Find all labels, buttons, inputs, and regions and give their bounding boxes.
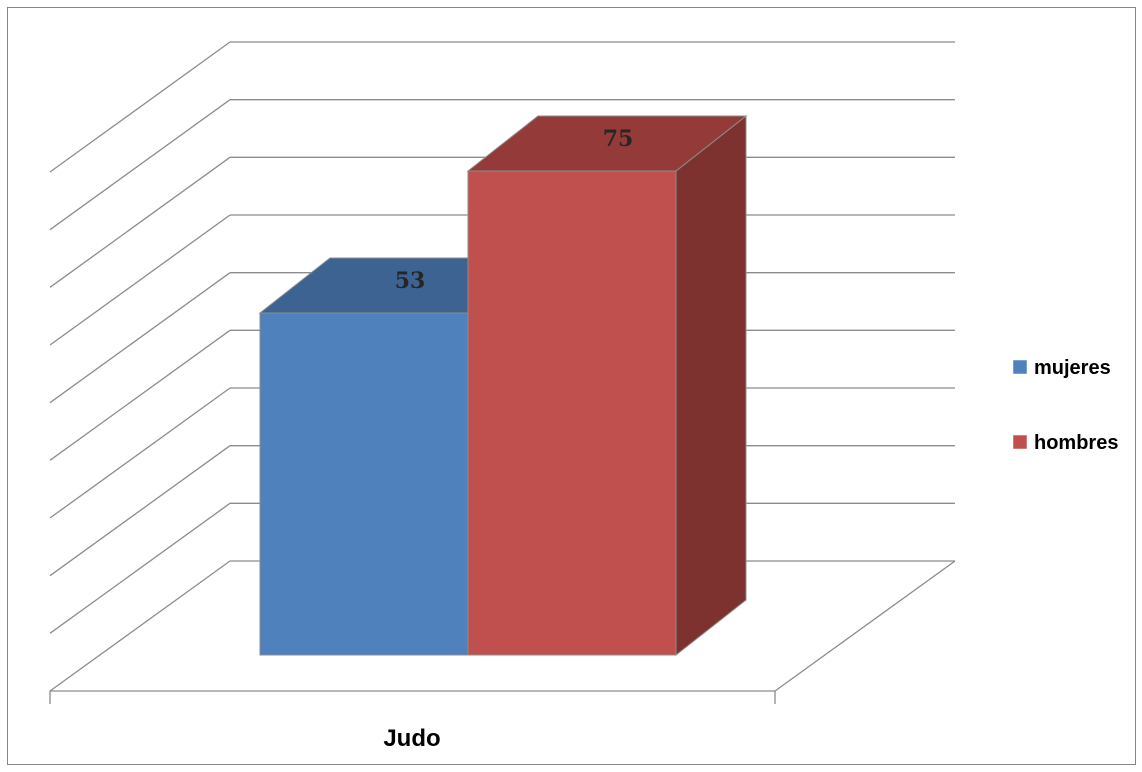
legend-swatch-hombres: [1012, 434, 1028, 450]
floor-right-edge: [774, 560, 956, 692]
floor-left-edge: [49, 560, 231, 692]
legend: mujeres hombres: [1012, 357, 1118, 454]
side-gridline: [49, 445, 231, 577]
category-label: Judo: [383, 725, 440, 752]
side-gridline: [49, 329, 231, 461]
bar-side-hombres: [675, 114, 747, 657]
side-gridline: [49, 41, 231, 173]
bar-hombres: [467, 170, 677, 656]
data-labels: 53 75: [395, 126, 634, 294]
side-gridline: [49, 387, 231, 519]
data-label-hombres: 75: [603, 126, 634, 152]
side-gridline: [49, 214, 231, 346]
data-label-mujeres: 53: [395, 268, 426, 294]
side-gridline: [49, 502, 231, 634]
bars: [258, 114, 748, 657]
side-gridline: [49, 272, 231, 404]
side-gridline: [49, 156, 231, 288]
legend-swatch-mujeres: [1012, 359, 1028, 375]
legend-label-hombres: hombres: [1034, 432, 1118, 454]
bar-mujeres: [259, 312, 469, 656]
side-gridline: [49, 99, 231, 231]
legend-label-mujeres: mujeres: [1034, 357, 1111, 379]
